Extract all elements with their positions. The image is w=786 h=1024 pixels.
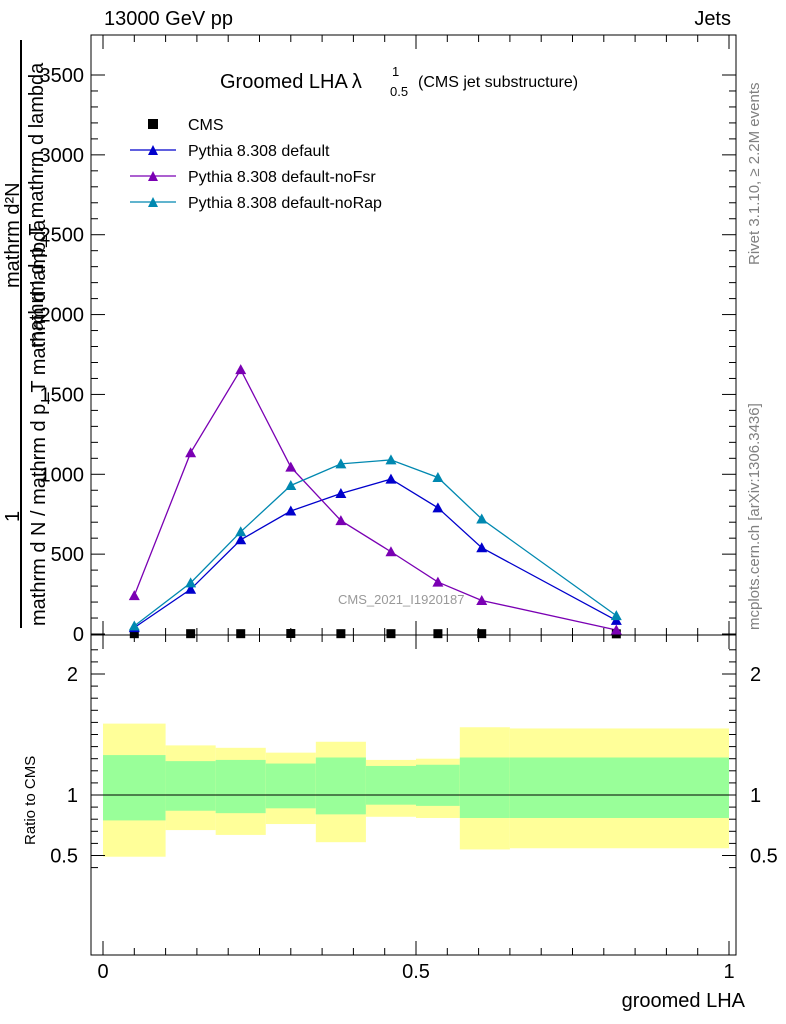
ratio-band-inner xyxy=(416,764,460,806)
series-point-2 xyxy=(185,447,197,458)
ratio-ytick-label-right: 1 xyxy=(750,785,761,807)
ratio-ytick-label-right: 0.5 xyxy=(750,846,778,868)
series-line-2 xyxy=(133,368,617,631)
cms-point xyxy=(336,629,346,639)
ratio-band-inner xyxy=(265,763,316,809)
series-point-2 xyxy=(235,364,247,375)
series-point-3 xyxy=(476,513,488,524)
legend-nofsr-marker xyxy=(148,171,158,181)
plot-title: Groomed LHA λ xyxy=(220,71,362,93)
main-series-group xyxy=(128,364,622,639)
cms-point xyxy=(433,629,443,639)
series-point-3 xyxy=(128,620,140,631)
ratio-axes: 0.5 0.5 1 1 2 2 0 0.5 1 xyxy=(50,635,778,983)
series-point-1 xyxy=(185,583,197,594)
ratio-band-inner xyxy=(365,765,416,805)
legend: CMS Pythia 8.308 default Pythia 8.308 de… xyxy=(130,117,382,212)
main-ytick-label: 3000 xyxy=(40,145,85,167)
main-axes: 0 500 1000 1500 2000 2500 3000 3500 xyxy=(40,35,736,646)
series-point-3 xyxy=(185,577,197,588)
ratio-band-inner xyxy=(509,757,729,818)
main-ytick-label: 1500 xyxy=(40,384,85,406)
legend-norap-marker xyxy=(148,197,158,207)
ratio-bands-group xyxy=(91,723,736,857)
ratio-band-inner xyxy=(165,761,216,811)
series-point-3 xyxy=(235,526,247,537)
series-point-3 xyxy=(385,454,397,465)
series-point-1 xyxy=(476,542,488,553)
ratio-band-inner xyxy=(215,759,266,814)
series-point-2 xyxy=(385,546,397,557)
ratio-xtick-label: 0 xyxy=(97,961,108,983)
series-point-1 xyxy=(285,505,297,516)
series-point-3 xyxy=(432,471,444,482)
cms-point xyxy=(386,629,396,639)
series-point-2 xyxy=(610,624,622,635)
main-ytick-label: 2500 xyxy=(40,225,85,247)
title-subscript: 0.5 xyxy=(390,84,408,99)
legend-nofsr: Pythia 8.308 default-noFsr xyxy=(188,169,376,186)
ratio-ytick-label: 1 xyxy=(67,785,78,807)
series-point-1 xyxy=(235,534,247,545)
legend-cms-marker xyxy=(148,119,158,129)
cms-point xyxy=(129,629,139,639)
ylabel-fraction-bar xyxy=(20,40,22,628)
ratio-ytick-label: 0.5 xyxy=(50,846,78,868)
main-ytick-label: 500 xyxy=(51,544,84,566)
series-point-1 xyxy=(432,502,444,513)
energy-label: 13000 GeV pp xyxy=(104,8,233,30)
ratio-xtick-label: 1 xyxy=(723,961,734,983)
series-point-3 xyxy=(285,479,297,490)
category-label: Jets xyxy=(694,8,731,30)
series-point-2 xyxy=(476,594,488,605)
title-superscript: 1 xyxy=(392,64,399,79)
main-ytick-label: 1000 xyxy=(40,464,85,486)
ratio-band-inner xyxy=(315,757,366,815)
legend-norap: Pythia 8.308 default-noRap xyxy=(188,195,382,212)
series-point-1 xyxy=(335,487,347,498)
ratio-band-inner xyxy=(103,755,166,821)
x-axis-label: groomed LHA xyxy=(622,990,746,1012)
cms-point xyxy=(286,629,296,639)
ratio-xtick-label: 0.5 xyxy=(402,961,430,983)
cms-point xyxy=(236,629,246,639)
watermark: CMS_2021_I1920187 xyxy=(338,592,465,607)
series-point-1 xyxy=(385,473,397,484)
main-ytick-label: 3500 xyxy=(40,65,85,87)
series-point-2 xyxy=(128,590,140,601)
series-point-3 xyxy=(610,610,622,621)
ratio-band-inner xyxy=(459,757,510,818)
ratio-ytick-label: 2 xyxy=(67,664,78,686)
cms-point xyxy=(186,629,196,639)
series-point-2 xyxy=(285,461,297,472)
ratio-ytick-label-right: 2 xyxy=(750,664,761,686)
main-ytick-label: 2000 xyxy=(40,305,85,327)
series-point-2 xyxy=(432,576,444,587)
title-suffix: (CMS jet substructure) xyxy=(418,74,578,91)
legend-cms: CMS xyxy=(188,117,224,134)
series-point-3 xyxy=(335,458,347,469)
main-ytick-label: 0 xyxy=(73,624,84,646)
cms-point xyxy=(477,629,487,639)
legend-default-marker xyxy=(148,145,158,155)
legend-default: Pythia 8.308 default xyxy=(188,143,330,160)
series-point-2 xyxy=(335,515,347,526)
